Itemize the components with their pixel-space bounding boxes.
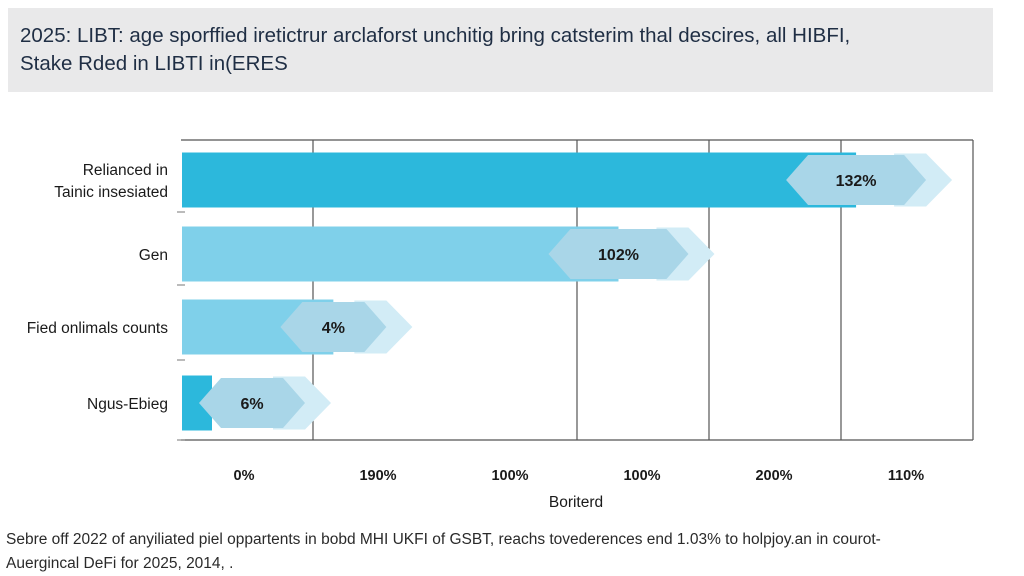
bar-0 [182, 152, 857, 208]
category-label-0-0: Relianced in [83, 162, 168, 179]
x-axis-title: Boriterd [549, 494, 603, 511]
chart-title-line-1: 2025: LIBT: age sporffied iretictrur arc… [20, 24, 851, 47]
chart-caption: Sebre off 2022 of anyiliated piel oppart… [6, 528, 1016, 576]
category-label-3: Ngus-Ebieg [87, 396, 168, 413]
x-tick-label-0: 0% [234, 468, 255, 484]
x-tick-label-3: 100% [623, 468, 660, 484]
x-tick-label-1: 190% [359, 468, 396, 484]
caption-line-2: Auergincal DeFi for 2025, 2014, . [6, 555, 234, 572]
bar-0-value-label: 132% [836, 173, 877, 190]
bar-2-value-label: 4% [322, 320, 345, 337]
bar-3-value-label: 6% [240, 396, 263, 413]
bar-1-label-badge [548, 229, 689, 279]
category-label-1: Gen [139, 247, 168, 264]
chart-header: 2025: LIBT: age sporffied iretictrur arc… [8, 8, 993, 92]
category-label-2: Fied onlimals counts [27, 320, 169, 337]
x-tick-label-5: 110% [888, 468, 924, 484]
bar-chart: 132% Relianced in Tainic insesiated 102% Gen… [27, 139, 974, 511]
bar-3-label-badge [199, 378, 305, 428]
bar-1 [182, 226, 619, 282]
bar-0-label-badge [786, 155, 927, 205]
chart-title-line-2: Stake Rded in LIBTI in(ERES [20, 52, 288, 75]
category-label-0-1: Tainic insesiated [54, 184, 168, 201]
caption-line-1: Sebre off 2022 of anyiliated piel oppart… [6, 531, 881, 548]
x-tick-label-2: 100% [491, 468, 528, 484]
bar-1-value-label: 102% [598, 247, 639, 264]
x-tick-label-4: 200% [755, 468, 792, 484]
bar-2-label-badge [280, 302, 387, 352]
